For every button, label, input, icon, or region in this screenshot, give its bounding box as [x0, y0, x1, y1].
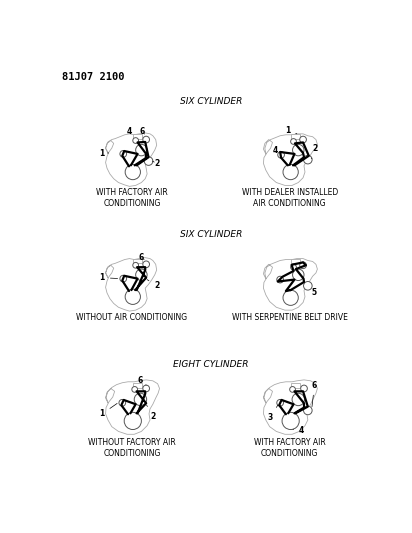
Bar [290, 259, 300, 263]
Circle shape [278, 151, 284, 158]
Circle shape [300, 136, 307, 143]
Circle shape [293, 269, 304, 280]
Circle shape [120, 275, 126, 282]
Text: 81J07 2100: 81J07 2100 [62, 71, 124, 82]
Text: SIX CYLINDER: SIX CYLINDER [180, 230, 242, 238]
Text: 4: 4 [293, 426, 304, 435]
Circle shape [120, 150, 126, 157]
Circle shape [125, 164, 140, 180]
Circle shape [290, 386, 295, 392]
Circle shape [119, 399, 126, 406]
Text: 1: 1 [100, 273, 117, 282]
Text: WITH DEALER INSTALLED
AIR CONDITIONING: WITH DEALER INSTALLED AIR CONDITIONING [241, 188, 338, 208]
Text: 4: 4 [126, 127, 132, 136]
Circle shape [136, 144, 147, 156]
Circle shape [136, 269, 147, 280]
Text: 1: 1 [100, 149, 108, 158]
Circle shape [301, 385, 307, 392]
Circle shape [133, 262, 138, 268]
Text: 6: 6 [140, 127, 145, 136]
Circle shape [283, 290, 298, 305]
Circle shape [132, 386, 138, 392]
Text: 2: 2 [152, 159, 159, 168]
Text: 3: 3 [268, 405, 278, 422]
Circle shape [304, 281, 312, 290]
Text: WITH SERPENTINE BELT DRIVE: WITH SERPENTINE BELT DRIVE [232, 313, 348, 322]
Text: WITHOUT FACTORY AIR
CONDITIONING: WITHOUT FACTORY AIR CONDITIONING [88, 438, 176, 457]
Text: 6: 6 [138, 376, 146, 385]
Text: 5: 5 [312, 287, 317, 296]
Text: SIX CYLINDER: SIX CYLINDER [180, 97, 242, 106]
Circle shape [283, 164, 298, 180]
Circle shape [290, 264, 296, 270]
Circle shape [133, 138, 138, 143]
Text: WITH FACTORY AIR
CONDITIONING: WITH FACTORY AIR CONDITIONING [254, 438, 325, 457]
Circle shape [293, 144, 304, 156]
Circle shape [144, 157, 153, 165]
Circle shape [143, 136, 150, 143]
Circle shape [304, 155, 312, 164]
Circle shape [292, 393, 304, 406]
Circle shape [300, 262, 307, 269]
Text: 2: 2 [311, 144, 317, 159]
Circle shape [143, 261, 150, 268]
Bar [133, 134, 142, 139]
Circle shape [290, 139, 296, 144]
Circle shape [277, 399, 283, 406]
Bar [133, 259, 142, 263]
Text: WITH FACTORY AIR
CONDITIONING: WITH FACTORY AIR CONDITIONING [96, 188, 168, 208]
Bar [133, 383, 142, 387]
Circle shape [125, 289, 140, 304]
Circle shape [143, 385, 150, 392]
Circle shape [282, 413, 299, 430]
Text: 6: 6 [312, 381, 317, 407]
Text: 1: 1 [285, 126, 297, 134]
Bar [290, 383, 300, 387]
Circle shape [124, 413, 141, 430]
Circle shape [304, 406, 312, 415]
Text: 2: 2 [147, 280, 159, 290]
Text: 2: 2 [147, 405, 156, 421]
Bar [290, 134, 300, 139]
Text: EIGHT CYLINDER: EIGHT CYLINDER [173, 360, 249, 369]
Text: 4: 4 [273, 146, 278, 155]
Text: WITHOUT AIR CONDITIONING: WITHOUT AIR CONDITIONING [76, 313, 187, 322]
Circle shape [277, 276, 283, 283]
Text: 6: 6 [139, 253, 144, 262]
Text: 1: 1 [100, 403, 117, 418]
Circle shape [134, 393, 147, 406]
